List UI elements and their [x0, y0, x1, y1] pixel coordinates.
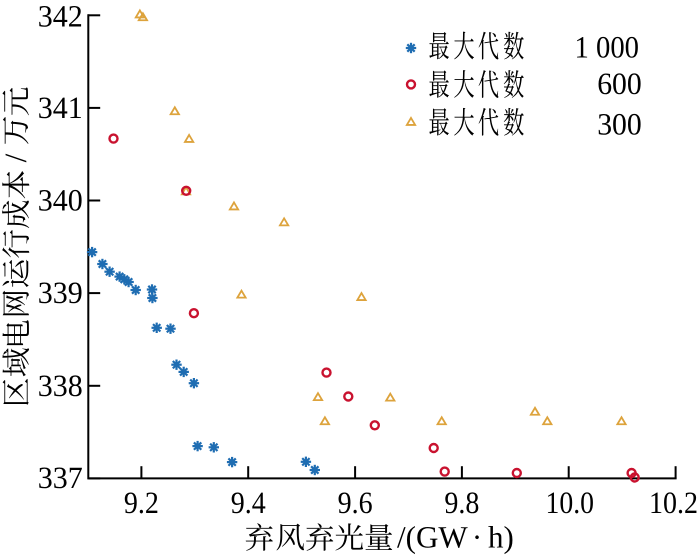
svg-text:/(GW: /(GW — [397, 520, 468, 555]
svg-text:1 000: 1 000 — [575, 29, 640, 64]
svg-text:337: 337 — [38, 460, 83, 495]
svg-text:300: 300 — [597, 106, 642, 141]
svg-text:10.0: 10.0 — [546, 485, 595, 520]
svg-text:340: 340 — [38, 183, 83, 218]
svg-text:9.2: 9.2 — [124, 485, 159, 520]
svg-text:9.8: 9.8 — [444, 485, 479, 520]
svg-text:342: 342 — [38, 0, 83, 33]
svg-text:10.2: 10.2 — [649, 485, 698, 520]
svg-text:338: 338 — [38, 368, 83, 403]
svg-text:9.4: 9.4 — [231, 485, 266, 520]
svg-text:341: 341 — [38, 90, 83, 125]
svg-text:h): h) — [488, 520, 514, 555]
svg-text:339: 339 — [38, 275, 83, 310]
svg-text:9.6: 9.6 — [338, 485, 373, 520]
svg-text:·: · — [472, 520, 482, 555]
svg-text:600: 600 — [597, 66, 642, 101]
svg-text:/: / — [0, 153, 33, 162]
